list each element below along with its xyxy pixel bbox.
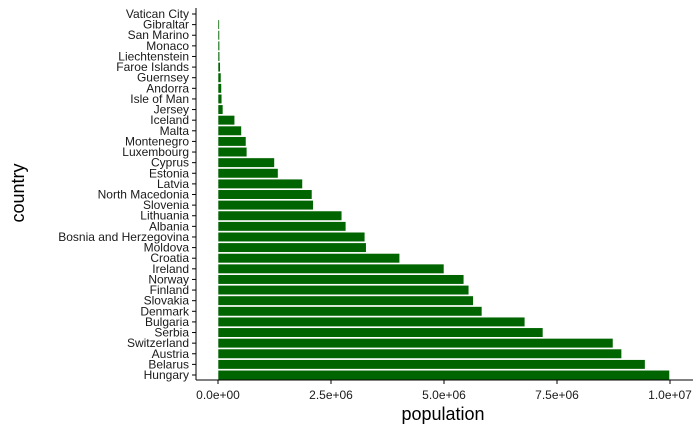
bar-bulgaria (217, 316, 526, 327)
y-tick-label: Montenegro (125, 134, 189, 148)
y-tick-label: Monaco (146, 39, 189, 53)
bar-jersey (217, 104, 224, 115)
y-tick-label: Denmark (140, 304, 190, 318)
bar-san-marino (217, 30, 220, 41)
bar-luxembourg (217, 146, 248, 158)
bar-andorra (217, 83, 222, 94)
y-tick-label: Iceland (150, 113, 189, 127)
y-tick-label: Bulgaria (145, 315, 189, 329)
bar-serbia (217, 327, 544, 338)
x-axis: 0.0e+00 2.5e+06 5.0e+06 7.5e+06 1.0e+07 (196, 379, 693, 402)
bar-faroe-islands (217, 62, 221, 73)
y-tick-label: Isle of Man (130, 92, 189, 106)
y-tick-label: Moldova (144, 241, 190, 255)
bar-albania (217, 221, 347, 232)
y-tick-label: Norway (148, 272, 189, 286)
bar-denmark (217, 306, 483, 317)
y-tick-label: Estonia (149, 166, 189, 180)
y-tick-label: Bosnia and Herzegovina (58, 230, 189, 244)
y-tick-label: Albania (149, 219, 189, 233)
bar-slovakia (217, 295, 474, 306)
y-tick-label: Malta (160, 124, 190, 138)
y-tick-label: Belarus (148, 357, 189, 371)
y-tick-label: Slovenia (143, 198, 189, 212)
bar-estonia (217, 168, 279, 179)
x-tick-label: 1.0e+07 (648, 388, 692, 402)
bars-layer (217, 8, 670, 381)
bar-guernsey (217, 72, 222, 83)
y-tick-label: Guernsey (137, 71, 189, 85)
bar-austria (217, 348, 622, 359)
bar-slovenia (217, 200, 314, 211)
y-axis-title: country (8, 163, 28, 222)
bar-latvia (217, 178, 303, 189)
y-tick-label: Croatia (150, 251, 189, 265)
y-tick-label: Switzerland (127, 336, 189, 350)
y-tick-label: Latvia (157, 177, 189, 191)
y-tick-label: Jersey (154, 103, 189, 117)
bar-cyprus (217, 157, 275, 168)
x-tick-label: 0.0e+00 (196, 388, 240, 402)
y-tick-label: Slovakia (144, 294, 190, 308)
bar-switzerland (217, 338, 614, 349)
y-tick-label: Serbia (154, 326, 189, 340)
x-tick-label: 2.5e+06 (309, 388, 353, 402)
y-tick-label: North Macedonia (98, 188, 190, 202)
y-tick-label: Luxembourg (122, 145, 189, 159)
y-tick-label: Gibraltar (143, 18, 189, 32)
y-tick-label: Vatican City (126, 7, 189, 21)
bar-norway (217, 274, 465, 285)
x-tick-label: 7.5e+06 (535, 388, 579, 402)
y-tick-label: Liechtenstein (118, 49, 189, 63)
y-tick-label: Faroe Islands (116, 60, 189, 74)
bar-croatia (217, 253, 401, 264)
y-tick-label: Ireland (152, 262, 189, 276)
y-tick-label: Hungary (144, 368, 189, 382)
bar-montenegro (217, 136, 247, 147)
bar-gibraltar (217, 19, 220, 30)
x-axis-title: population (401, 404, 484, 424)
y-tick-label: San Marino (128, 28, 190, 42)
bar-moldova (217, 242, 367, 253)
bar-liechtenstein (217, 51, 221, 62)
bar-isle-of-man (217, 93, 223, 105)
bar-ireland (217, 263, 445, 274)
bar-malta (217, 125, 242, 136)
y-tick-label: Andorra (146, 81, 189, 95)
y-tick-label: Lithuania (140, 209, 189, 223)
bar-bosnia-and-herzegovina (217, 231, 366, 243)
bar-iceland (217, 115, 236, 126)
y-tick-label: Austria (152, 347, 190, 361)
y-tick-label: Finland (150, 283, 189, 297)
bar-hungary (217, 369, 670, 381)
bar-belarus (217, 359, 646, 370)
bar-lithuania (217, 210, 343, 221)
y-axis: HungaryBelarusAustriaSwitzerlandSerbiaBu… (58, 7, 197, 382)
bar-north-macedonia (217, 189, 313, 200)
x-tick-label: 5.0e+06 (422, 388, 466, 402)
y-tick-label: Cyprus (151, 156, 189, 170)
bar-monaco (217, 40, 220, 51)
bar-finland (217, 284, 470, 296)
